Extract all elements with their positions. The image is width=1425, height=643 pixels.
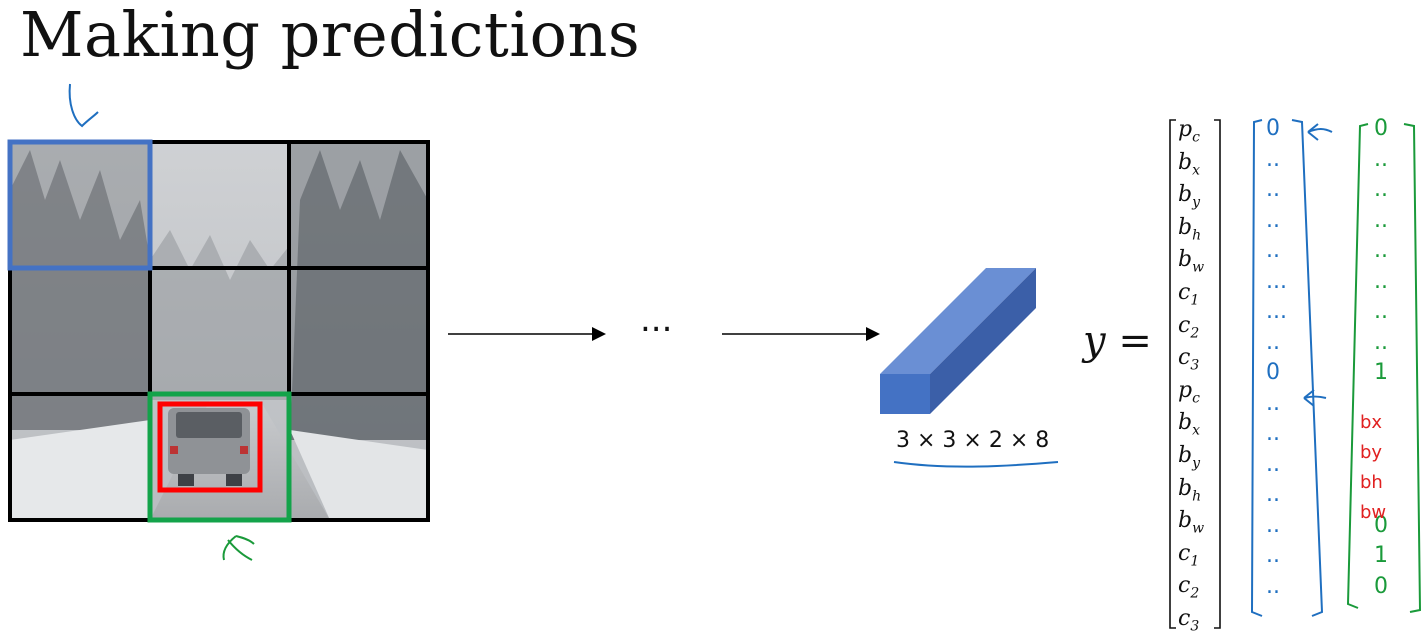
ellipsis: ... <box>640 300 673 340</box>
vector-label-7: c3 <box>1178 345 1200 374</box>
car-bounding-box <box>157 401 263 493</box>
blue-value-5: ... <box>1266 268 1287 294</box>
blue-value-13: .. <box>1266 512 1280 538</box>
vector-label-15: c3 <box>1178 605 1200 635</box>
vector-label-3: bh <box>1178 214 1202 244</box>
green-value-7: .. <box>1374 329 1388 355</box>
y-equals-label: y = <box>1083 318 1152 364</box>
blue-vector-column <box>1250 119 1333 617</box>
green-value-3: .. <box>1374 207 1388 233</box>
vector-label-13: c1 <box>1178 540 1200 570</box>
red-label-1: by <box>1360 442 1383 463</box>
green-value-6: .. <box>1374 299 1388 324</box>
vector-label-8: pc <box>1178 377 1200 407</box>
vector-label-9: bx <box>1178 410 1200 439</box>
green-value-0: 0 <box>1374 116 1388 141</box>
blue-value-7: .. <box>1266 329 1280 355</box>
page-title: Making predictions <box>20 0 641 71</box>
blue-value-14: .. <box>1266 543 1280 568</box>
vector-label-6: c2 <box>1178 312 1200 341</box>
blue-value-0: 0 <box>1266 116 1280 141</box>
vector-labels: pc bx by bh bw c1 c2 c3 pc bx by bh bw c1 c2 c3 <box>1178 114 1226 636</box>
vector-label-0: pc <box>1178 117 1200 146</box>
green-value-2: .. <box>1374 177 1388 202</box>
vector-brackets <box>1169 119 1221 629</box>
blue-arrow-icon <box>68 83 99 128</box>
green-value-5: .. <box>1374 268 1388 294</box>
vector-label-2: by <box>1178 182 1201 211</box>
blue-value-1: .. <box>1266 146 1280 172</box>
green-vector-column <box>1346 123 1422 613</box>
output-shape-label: 3 × 3 × 2 × 8 <box>896 428 1050 453</box>
blue-value-6: ... <box>1266 299 1287 324</box>
vector-label-4: bw <box>1178 247 1205 276</box>
green-value-4: .. <box>1374 238 1388 263</box>
red-label-3: bw <box>1360 502 1387 523</box>
green-value-13: 0 <box>1374 512 1388 538</box>
vector-label-11: bh <box>1178 475 1202 504</box>
output-volume-icon <box>880 268 1036 414</box>
dims-underline <box>893 461 1059 468</box>
vector-label-10: by <box>1178 442 1201 472</box>
green-value-8: 1 <box>1374 360 1388 385</box>
blue-value-12: .. <box>1266 482 1280 507</box>
vector-label-14: c2 <box>1178 573 1200 602</box>
blue-value-15: .. <box>1266 573 1280 599</box>
blue-value-4: .. <box>1266 238 1280 263</box>
blue-value-3: .. <box>1266 207 1280 233</box>
green-red-labels: bx by bh bw <box>1360 408 1386 528</box>
green-arrow-icon <box>222 535 255 561</box>
green-value-1: .. <box>1374 146 1388 172</box>
blue-value-10: .. <box>1266 421 1280 446</box>
pipeline-arrow-2 <box>722 327 880 341</box>
vector-label-1: bx <box>1178 149 1200 178</box>
road-scene-image <box>10 142 428 520</box>
highlight-cell-top-left <box>7 139 153 271</box>
blue-value-11: .. <box>1266 451 1280 477</box>
green-value-14: 1 <box>1374 543 1388 568</box>
vector-label-12: bw <box>1178 508 1205 537</box>
pipeline-arrow-1 <box>448 327 606 341</box>
green-value-15: 0 <box>1374 573 1388 599</box>
highlight-cell-bottom-center <box>147 391 292 523</box>
red-label-0: bx <box>1360 412 1383 433</box>
vector-label-5: c1 <box>1178 279 1200 309</box>
blue-value-9: .. <box>1266 390 1280 416</box>
blue-value-2: .. <box>1266 177 1280 202</box>
blue-value-8: 0 <box>1266 360 1280 385</box>
red-label-2: bh <box>1360 472 1383 493</box>
